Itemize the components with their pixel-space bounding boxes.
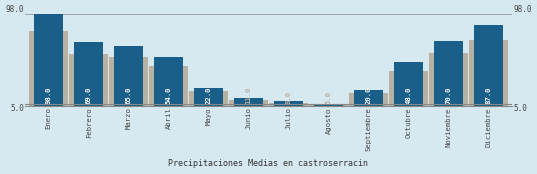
Bar xyxy=(274,101,303,109)
Bar xyxy=(194,88,223,109)
Bar xyxy=(74,42,103,109)
Text: 8.0: 8.0 xyxy=(286,90,292,104)
Bar xyxy=(469,40,507,109)
Bar xyxy=(154,57,183,109)
Bar xyxy=(69,54,108,109)
Text: 54.0: 54.0 xyxy=(165,86,172,104)
Text: 5.0: 5.0 xyxy=(10,104,24,113)
Text: 5.0: 5.0 xyxy=(513,104,527,113)
Bar xyxy=(429,53,468,109)
Bar xyxy=(109,57,148,109)
Text: 70.0: 70.0 xyxy=(445,86,451,104)
Text: 5.0: 5.0 xyxy=(325,90,331,104)
Bar xyxy=(354,89,383,109)
Bar xyxy=(389,71,428,109)
Text: 98.0: 98.0 xyxy=(5,5,24,14)
Text: 22.0: 22.0 xyxy=(206,86,212,104)
Text: 11.0: 11.0 xyxy=(245,86,251,104)
Bar xyxy=(314,104,343,109)
Text: 98.0: 98.0 xyxy=(513,5,532,14)
Bar xyxy=(434,41,463,109)
Text: 69.0: 69.0 xyxy=(86,86,92,104)
Bar xyxy=(114,46,143,109)
Text: 48.0: 48.0 xyxy=(405,86,411,104)
X-axis label: Precipitaciones Medias en castroserracin: Precipitaciones Medias en castroserracin xyxy=(169,159,368,168)
Bar xyxy=(30,31,68,109)
Text: 20.0: 20.0 xyxy=(365,86,372,104)
Bar xyxy=(189,91,228,109)
Bar xyxy=(394,62,423,109)
Bar xyxy=(269,102,308,109)
Bar xyxy=(309,105,348,109)
Text: 87.0: 87.0 xyxy=(485,86,491,104)
Bar xyxy=(234,98,263,109)
Bar xyxy=(349,93,388,109)
Bar xyxy=(34,14,63,109)
Text: 65.0: 65.0 xyxy=(126,86,132,104)
Bar xyxy=(474,25,503,109)
Text: 98.0: 98.0 xyxy=(46,86,52,104)
Bar xyxy=(149,66,188,109)
Bar xyxy=(229,100,268,109)
